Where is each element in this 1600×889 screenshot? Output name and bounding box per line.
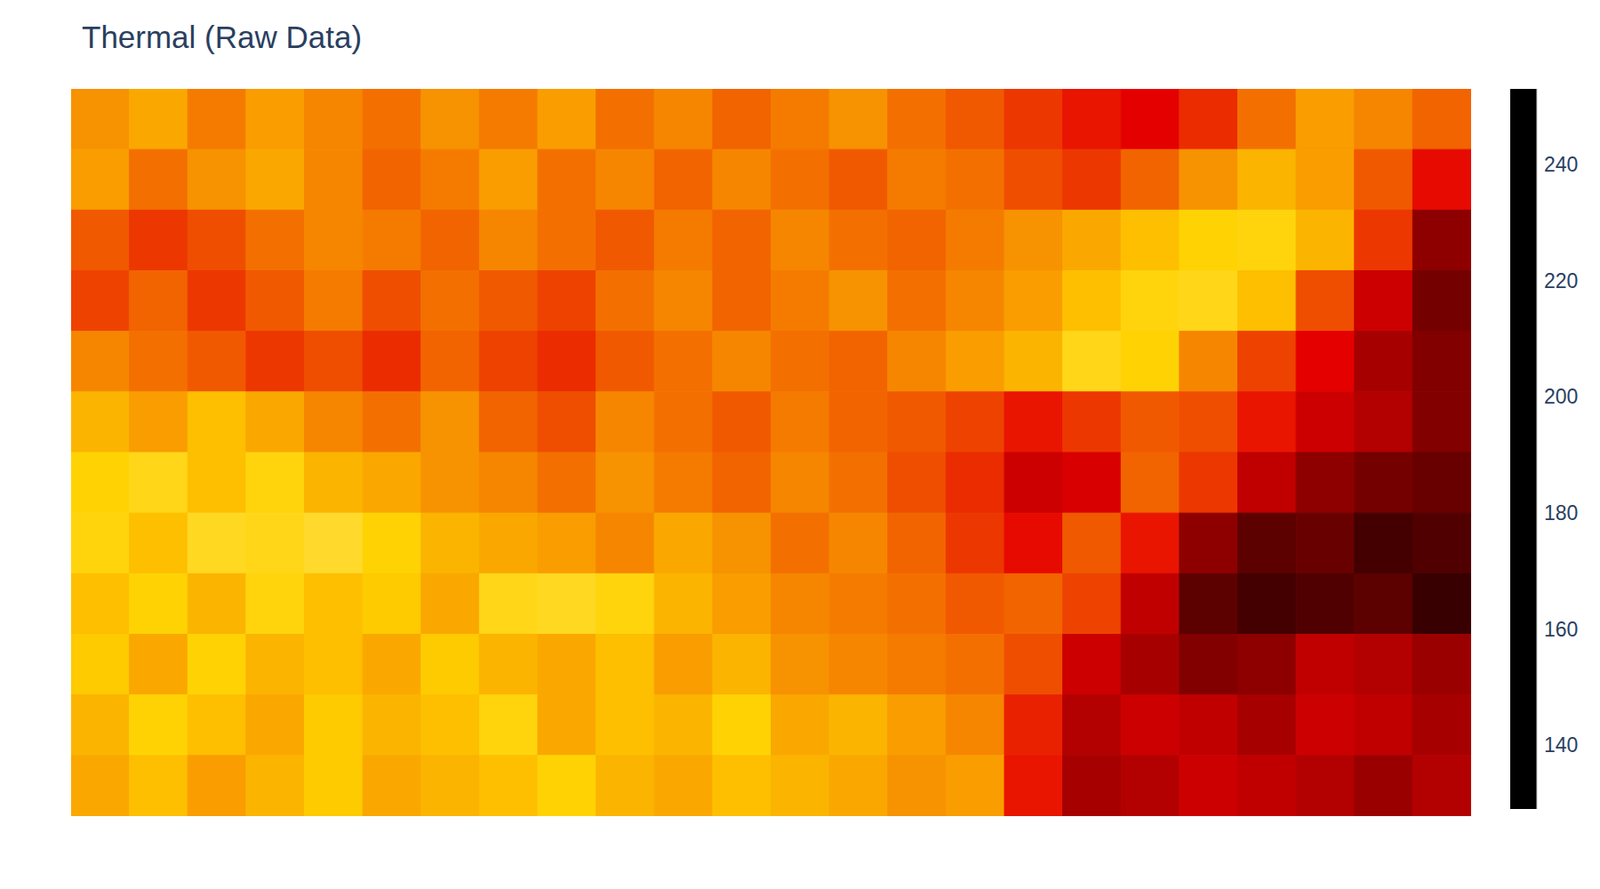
svg-text:160: 160: [1544, 617, 1578, 641]
svg-text:140: 140: [1544, 733, 1578, 757]
svg-text:200: 200: [1544, 384, 1578, 408]
svg-text:240: 240: [1544, 152, 1578, 176]
svg-text:180: 180: [1544, 501, 1578, 525]
svg-text:220: 220: [1544, 269, 1578, 293]
html-text:Thermal (Raw Data): Thermal (Raw Data): [81, 19, 362, 55]
